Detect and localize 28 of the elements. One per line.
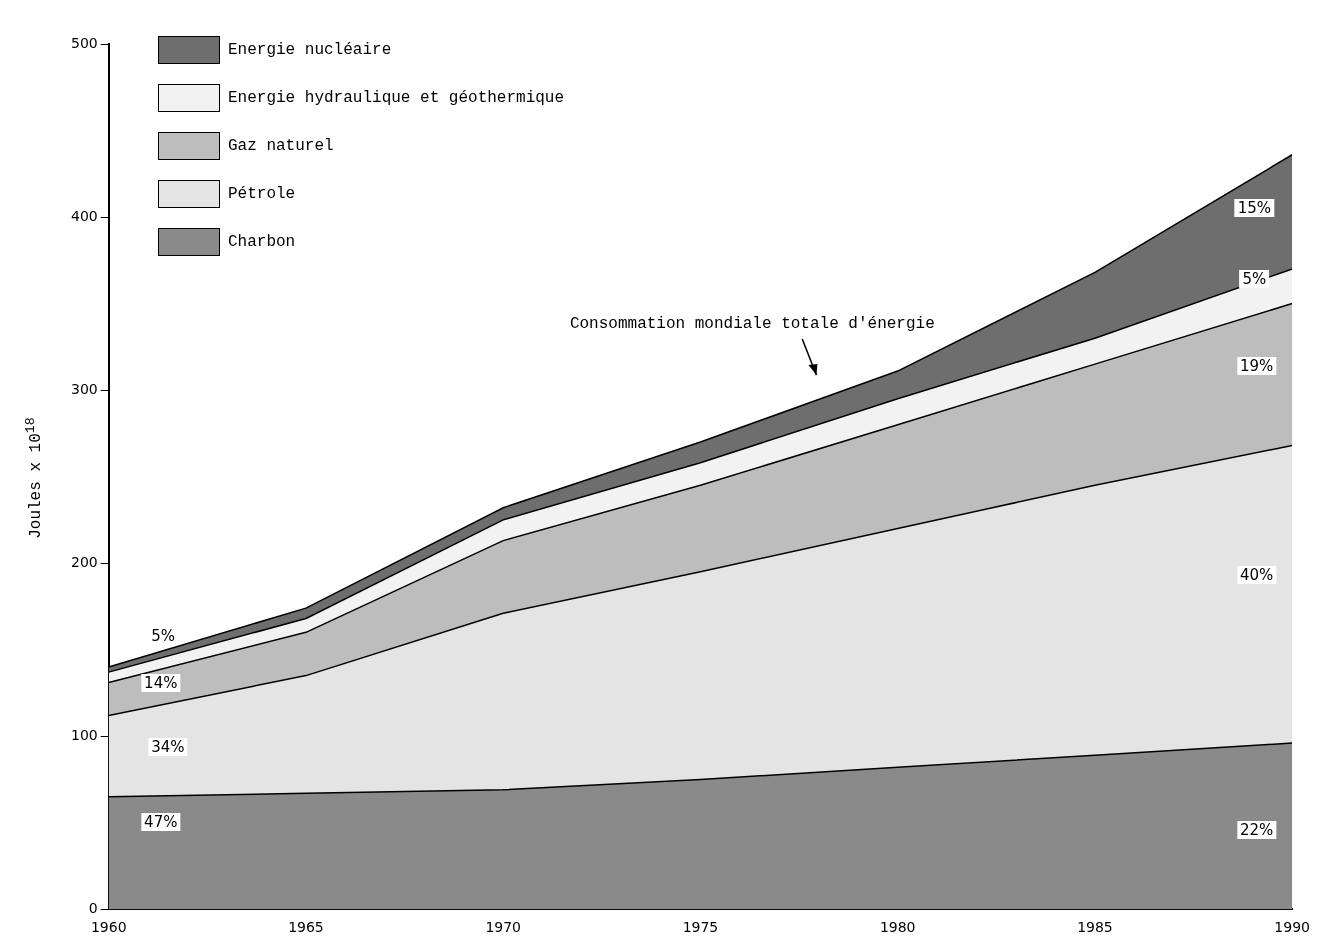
y-tick-label: 300	[70, 380, 98, 397]
annotation: 34%	[148, 738, 188, 757]
x-tick-label: 1965	[288, 919, 324, 936]
x-tick-label: 1985	[1077, 919, 1113, 936]
annotation: 47%	[141, 812, 181, 831]
annotation: 14%	[141, 673, 181, 692]
legend-label: Pétrole	[228, 185, 296, 203]
annotation: 19%	[1237, 356, 1277, 375]
x-tick-label: 1980	[879, 919, 916, 936]
x-tick-label: 1960	[90, 919, 127, 936]
y-tick-label: 100	[70, 726, 98, 743]
legend-label: Charbon	[228, 233, 296, 251]
x-tick-label: 1990	[1274, 919, 1311, 936]
x-tick-label: 1970	[485, 919, 522, 936]
legend-label: Energie hydraulique et géothermique	[228, 89, 565, 107]
annotation: 40%	[1237, 566, 1277, 585]
y-tick-label: 400	[70, 207, 98, 224]
y-tick-label: 200	[70, 553, 98, 570]
annotation: 22%	[1237, 820, 1277, 839]
annotation: Consommation mondiale totale d'énergie	[569, 314, 935, 333]
x-tick-label: 1975	[682, 919, 719, 936]
annotation: 5%	[148, 626, 179, 645]
legend-label: Gaz naturel	[228, 137, 334, 155]
annotation: 5%	[1239, 270, 1270, 289]
annotation: 15%	[1234, 199, 1274, 218]
y-tick-label: 500	[70, 34, 98, 51]
legend-label: Energie nucléaire	[228, 41, 392, 59]
y-tick-label: 0	[88, 899, 98, 916]
